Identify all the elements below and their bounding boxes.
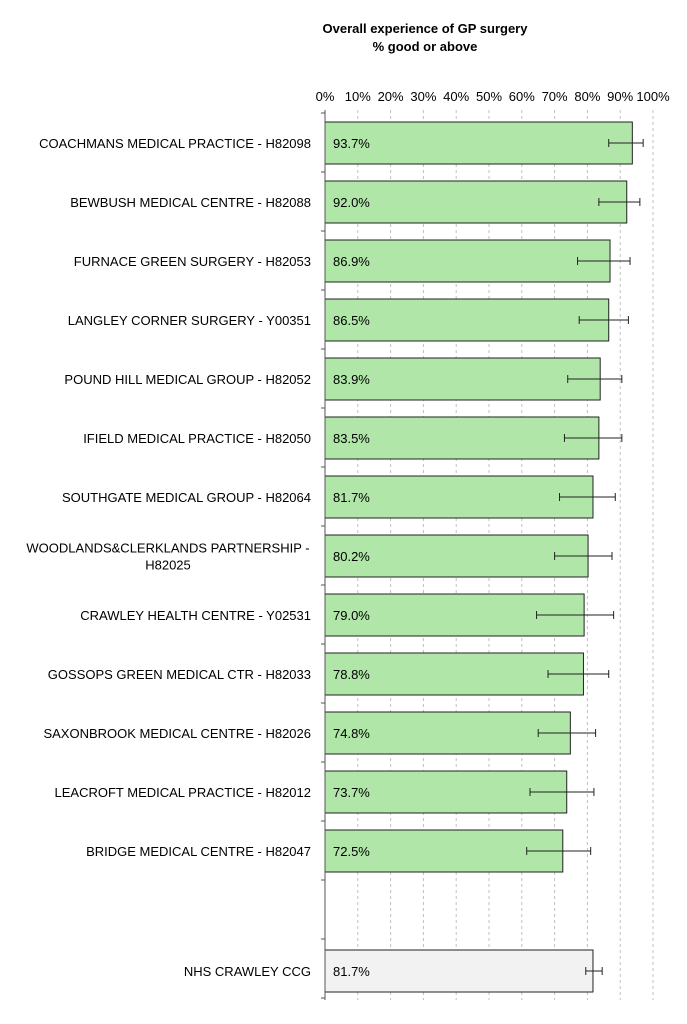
- x-tick-label: 70%: [542, 89, 568, 104]
- bar: [324, 949, 594, 993]
- bar-row: 86.9% FURNACE GREEN SURGERY - H82053: [74, 239, 631, 283]
- bar-row: 74.8% SAXONBROOK MEDICAL CENTRE - H82026: [43, 711, 597, 755]
- bar-value-label: 80.2%: [333, 549, 370, 564]
- bar: [324, 239, 611, 283]
- bar: [324, 180, 628, 224]
- bar: [324, 475, 594, 519]
- chart-title-block: Overall experience of GP surgery % good …: [235, 20, 615, 56]
- bar: [324, 770, 568, 814]
- bar-value-label: 72.5%: [333, 844, 370, 859]
- bar-row: 79.0% CRAWLEY HEALTH CENTRE - Y02531: [80, 593, 615, 637]
- bar-row: 83.5% IFIELD MEDICAL PRACTICE - H82050: [83, 416, 623, 460]
- x-tick-label: 30%: [410, 89, 436, 104]
- category-label: FURNACE GREEN SURGERY - H82053: [74, 254, 311, 269]
- x-tick-label: 60%: [509, 89, 535, 104]
- category-label: CRAWLEY HEALTH CENTRE - Y02531: [80, 608, 311, 623]
- x-tick-label: 90%: [607, 89, 633, 104]
- bar-row: 81.7% SOUTHGATE MEDICAL GROUP - H82064: [62, 475, 616, 519]
- bar-row: 80.2% WOODLANDS&CLERKLANDS PARTNERSHIP - H…: [26, 534, 613, 578]
- category-label: LANGLEY CORNER SURGERY - Y00351: [68, 313, 311, 328]
- category-label: BEWBUSH MEDICAL CENTRE - H82088: [70, 195, 311, 210]
- category-label: GOSSOPS GREEN MEDICAL CTR - H82033: [48, 667, 311, 682]
- x-tick-label: 10%: [345, 89, 371, 104]
- chart-title: Overall experience of GP surgery: [322, 21, 528, 36]
- bar-value-label: 83.5%: [333, 431, 370, 446]
- bar-row: 93.7% COACHMANS MEDICAL PRACTICE - H82098: [39, 121, 644, 165]
- bar-row: 72.5% BRIDGE MEDICAL CENTRE - H82047: [86, 829, 592, 873]
- bar-value-label: 86.5%: [333, 313, 370, 328]
- category-label: IFIELD MEDICAL PRACTICE - H82050: [83, 431, 311, 446]
- category-label: LEACROFT MEDICAL PRACTICE - H82012: [55, 785, 311, 800]
- bar-value-label: 93.7%: [333, 136, 370, 151]
- category-label: WOODLANDS&CLERKLANDS PARTNERSHIP -: [26, 541, 309, 556]
- bar: [324, 829, 564, 873]
- category-label: COACHMANS MEDICAL PRACTICE - H82098: [39, 136, 311, 151]
- x-tick-label: 50%: [476, 89, 502, 104]
- bar-value-label: 81.7%: [333, 490, 370, 505]
- x-tick-label: 20%: [378, 89, 404, 104]
- bar-value-label: 78.8%: [333, 667, 370, 682]
- x-axis-ticks: 0% 10% 20% 30% 40% 50% 60% 70% 80% 90% 100%: [316, 89, 670, 104]
- category-label: H82025: [145, 558, 191, 573]
- bar: [324, 652, 584, 696]
- bar-value-label: 74.8%: [333, 726, 370, 741]
- category-label: POUND HILL MEDICAL GROUP - H82052: [64, 372, 311, 387]
- x-tick-label: 80%: [574, 89, 600, 104]
- bar-value-label: 79.0%: [333, 608, 370, 623]
- bar-row: 86.5% LANGLEY CORNER SURGERY - Y00351: [68, 298, 629, 342]
- bar: [324, 534, 589, 578]
- x-tick-label: 100%: [636, 89, 670, 104]
- bar-row: 78.8% GOSSOPS GREEN MEDICAL CTR - H82033: [48, 652, 610, 696]
- bar-value-label: 92.0%: [333, 195, 370, 210]
- bars: 93.7% COACHMANS MEDICAL PRACTICE - H82098…: [26, 121, 644, 993]
- summary-bar-row: 81.7% NHS CRAWLEY CCG: [184, 949, 603, 993]
- bar-row: 83.9% POUND HILL MEDICAL GROUP - H82052: [64, 357, 623, 401]
- chart-subtitle: % good or above: [372, 39, 478, 54]
- category-label: SAXONBROOK MEDICAL CENTRE - H82026: [43, 726, 311, 741]
- category-label: BRIDGE MEDICAL CENTRE - H82047: [86, 844, 311, 859]
- x-tick-label: 0%: [316, 89, 335, 104]
- bar-row: 92.0% BEWBUSH MEDICAL CENTRE - H82088: [70, 180, 641, 224]
- bar-value-label: 86.9%: [333, 254, 370, 269]
- x-tick-label: 40%: [443, 89, 469, 104]
- y-axis: [321, 110, 326, 1000]
- bar: [324, 121, 633, 165]
- bar-value-label: 83.9%: [333, 372, 370, 387]
- bar-row: 73.7% LEACROFT MEDICAL PRACTICE - H82012: [55, 770, 595, 814]
- bar-value-label: 81.7%: [333, 964, 370, 979]
- category-label: NHS CRAWLEY CCG: [184, 964, 311, 979]
- category-label: SOUTHGATE MEDICAL GROUP - H82064: [62, 490, 311, 505]
- bar-value-label: 73.7%: [333, 785, 370, 800]
